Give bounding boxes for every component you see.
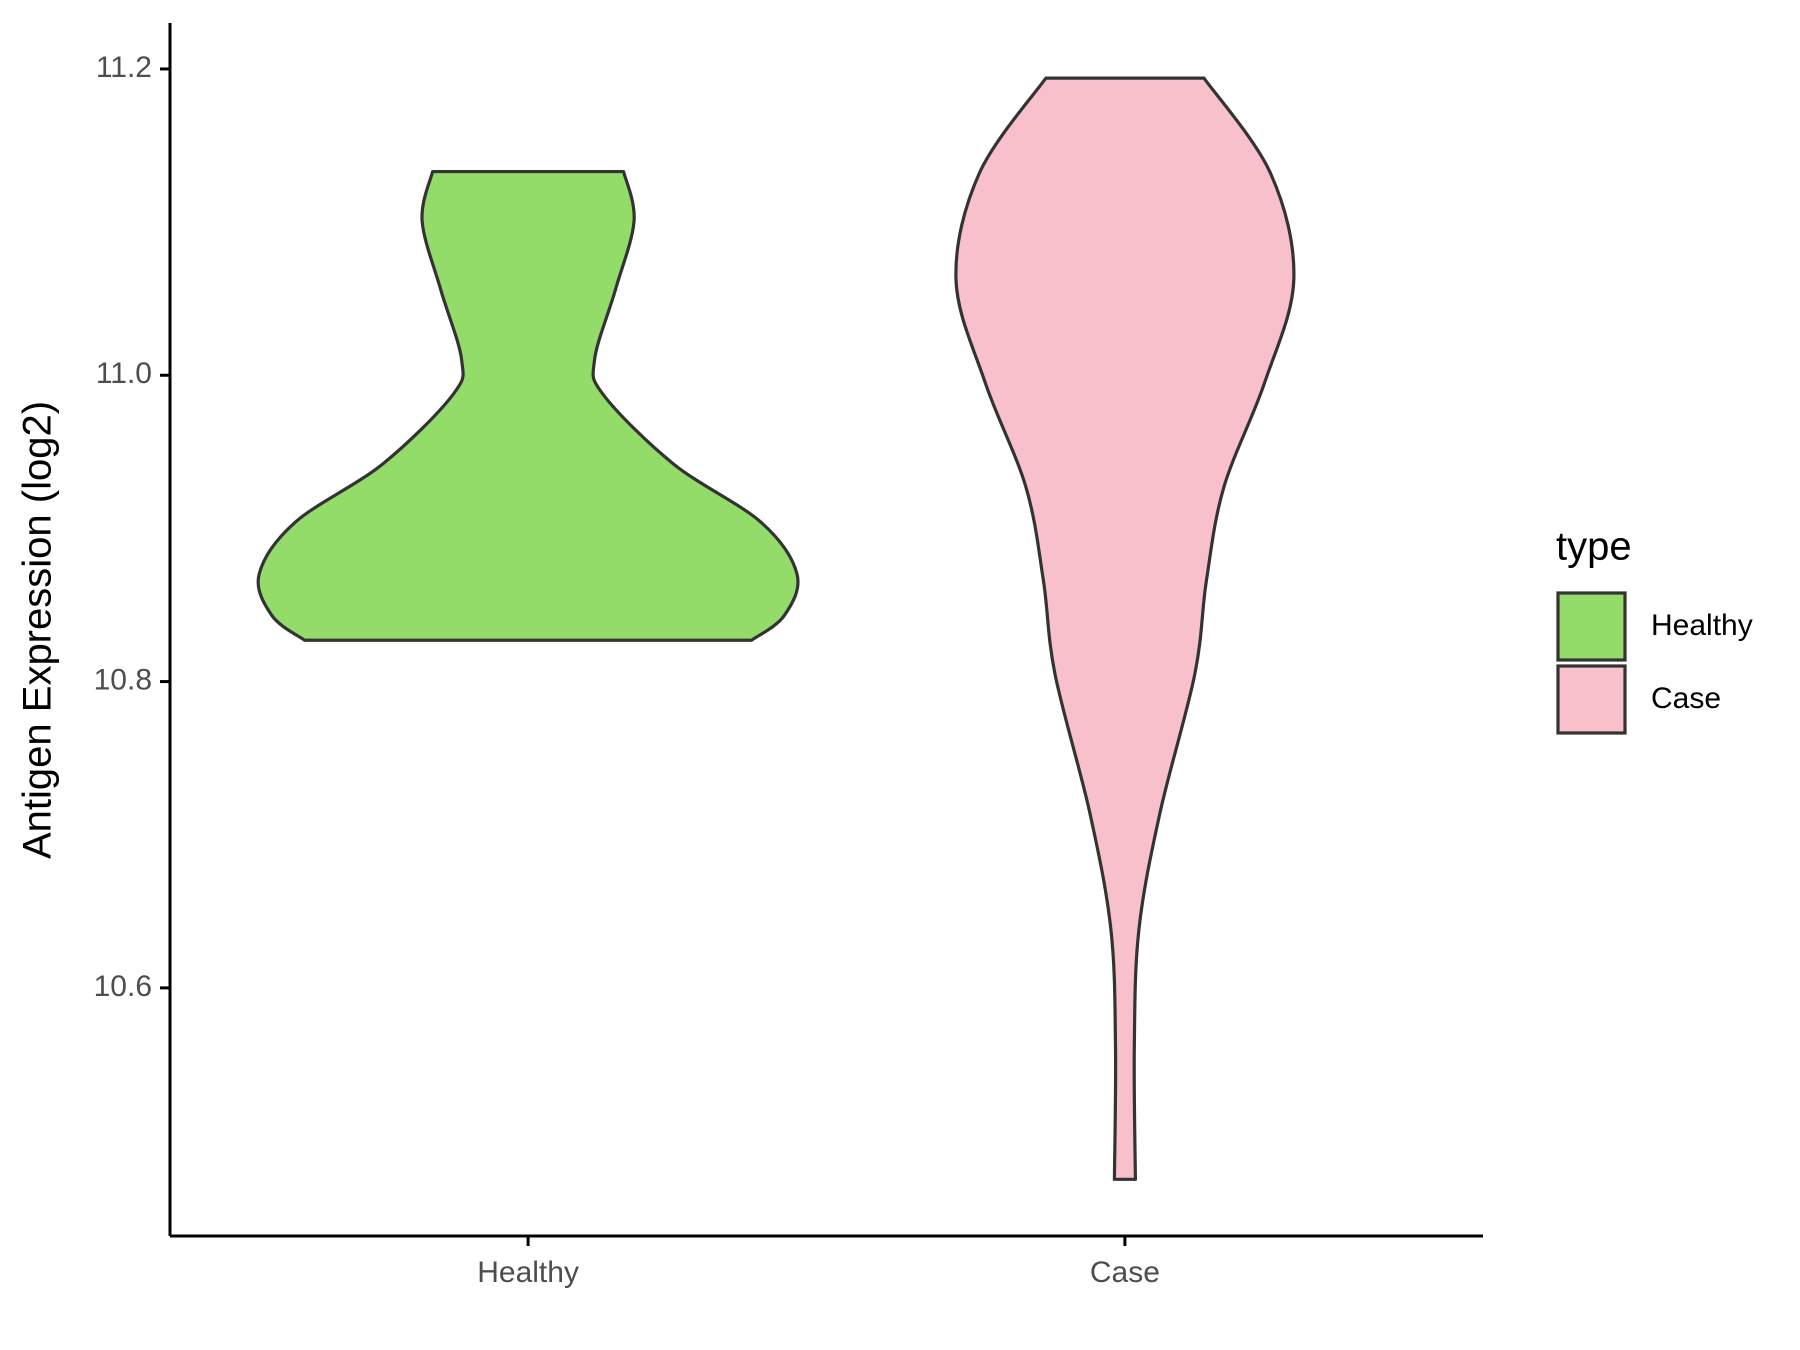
legend-label: Case	[1651, 682, 1721, 715]
x-tick-label: Healthy	[477, 1256, 579, 1289]
y-tick-label: 10.8	[94, 663, 152, 696]
violin	[954, 76, 1296, 1181]
y-tick-label: 11.2	[96, 51, 152, 84]
y-axis-title: Antigen Expression (log2)	[16, 401, 60, 859]
legend-title: type	[1556, 525, 1632, 569]
legend-label: Healthy	[1651, 609, 1753, 642]
y-tick-label: 10.6	[94, 970, 152, 1003]
legend-key	[1556, 591, 1627, 662]
y-tick-label: 11.0	[96, 357, 152, 390]
violin	[256, 169, 800, 642]
x-tick-label: Case	[1090, 1256, 1160, 1289]
legend-key	[1556, 664, 1627, 735]
